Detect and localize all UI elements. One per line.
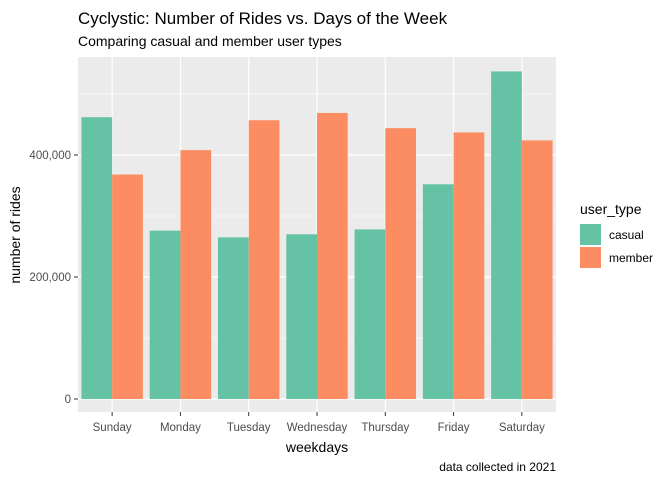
legend-title: user_type [580,201,642,217]
legend-key-member [580,247,601,268]
bar-member-saturday [521,140,553,400]
y-tick-label-0: 0 [65,394,71,406]
bar-member-thursday [385,128,417,399]
bar-member-sunday [112,174,143,399]
bar-casual-saturday [491,71,522,400]
bar-casual-tuesday [217,237,249,399]
x-tick-label-thursday: Thursday [361,422,409,434]
y-axis-title: number of rides [7,186,23,283]
legend-key-casual [580,224,601,245]
x-tick-label-tuesday: Tuesday [227,422,271,434]
bar-casual-wednesday [286,234,317,399]
chart-title: Cyclystic: Number of Rides vs. Days of t… [78,9,448,28]
bar-casual-thursday [354,229,386,399]
y-tick-label-2: 400,000 [29,150,71,162]
x-tick-label-sunday: Sunday [93,422,132,434]
bar-member-tuesday [248,120,280,399]
x-tick-label-saturday: Saturday [499,422,545,434]
bar-member-friday [453,132,485,399]
x-tick-label-monday: Monday [160,422,201,434]
bar-casual-sunday [81,117,113,400]
x-tick-label-friday: Friday [438,422,470,434]
x-axis-title: weekdays [285,439,348,455]
y-tick-label-1: 200,000 [29,272,71,284]
legend-label-casual: casual [609,228,644,242]
axes: 0 200,000 400,000 Sunday Monday Tuesday Wednes… [29,150,545,434]
bars [81,71,553,400]
bar-casual-friday [422,184,454,399]
x-tick-label-wednesday: Wednesday [287,422,348,434]
legend-label-member: member [609,251,653,265]
bar-casual-monday [149,230,181,399]
bar-member-monday [180,150,212,399]
chart-subtitle: Comparing casual and member user types [78,33,342,49]
bar-member-wednesday [317,112,348,399]
chart-caption: data collected in 2021 [439,460,556,474]
legend: user_type casual member [580,201,653,268]
